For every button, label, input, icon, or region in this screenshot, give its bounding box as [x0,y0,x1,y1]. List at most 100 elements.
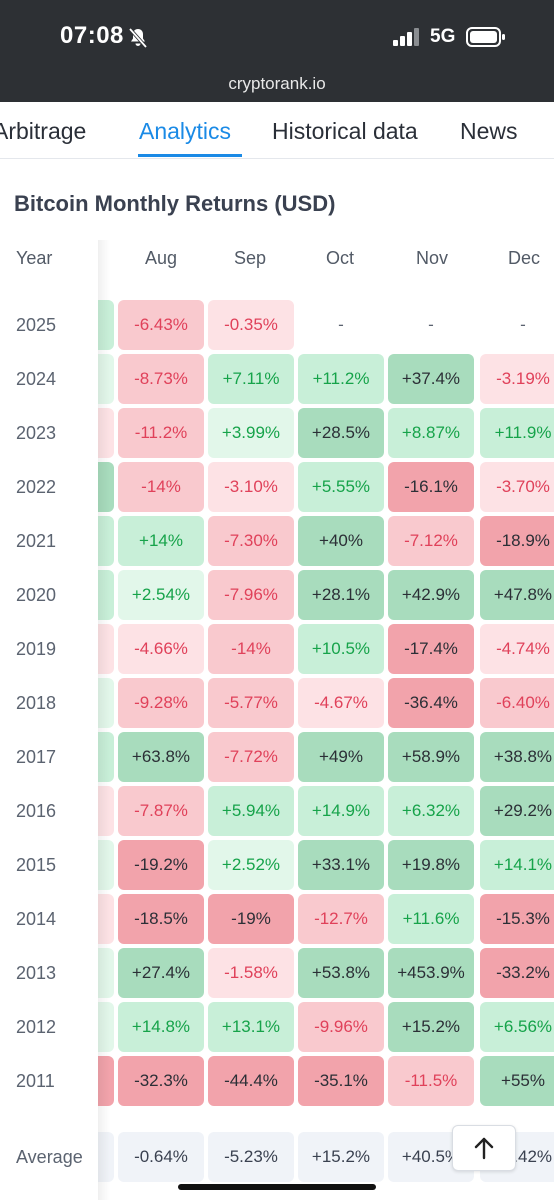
year-label: 2024 [16,369,57,389]
return-cell: -7.87% [118,786,204,836]
bell-slash-icon [128,27,148,49]
return-cell: -33.2% [480,948,554,998]
return-cell: -4.74% [480,624,554,674]
return-cell: -9.96% [298,1002,384,1052]
tab-arbitrage[interactable]: Arbitrage [0,118,87,144]
month-header-aug[interactable]: Aug [144,248,178,268]
return-cell: -18.9% [480,516,554,566]
return-cell: -11.2% [118,408,204,458]
year-label: 2013 [16,963,57,983]
page-title: Bitcoin Monthly Returns (USD) [14,191,336,216]
return-cell: -0.35% [208,300,294,350]
return-cell: +42.9% [388,570,474,620]
return-cell: +6.32% [388,786,474,836]
average-row-label: Average [16,1147,83,1167]
return-cell: -44.4% [208,1056,294,1106]
year-label: 2017 [16,747,57,767]
clipped-cell [98,570,114,620]
return-cell: +27.4% [118,948,204,998]
clipped-cell [98,840,114,890]
clipped-cell [98,948,114,998]
return-cell: +49% [298,732,384,782]
year-label: 2021 [16,531,57,551]
return-cell: -1.58% [208,948,294,998]
home-indicator [178,1184,376,1190]
return-cell: - [520,315,526,334]
year-column-header: Year [16,248,53,268]
clipped-cell [98,678,114,728]
return-cell: +14.1% [480,840,554,890]
year-label: 2018 [16,693,57,713]
return-cell: -4.67% [298,678,384,728]
average-cell: -5.23% [208,1132,294,1182]
return-cell: -12.7% [298,894,384,944]
tab-news[interactable]: News [460,118,518,144]
return-cell: -11.5% [388,1056,474,1106]
clipped-cell [98,354,114,404]
clipped-cell [98,300,114,350]
return-cell: +14.9% [298,786,384,836]
tab-analytics[interactable]: Analytics [139,118,232,144]
return-cell: -16.1% [388,462,474,512]
status-time: 07:08 [60,22,124,49]
signal-icon [393,28,419,46]
month-header-sep[interactable]: Sep [233,248,267,268]
return-cell: +6.56% [480,1002,554,1052]
address-bar-url[interactable]: cryptorank.io [228,74,326,93]
return-cell: -14% [118,462,204,512]
return-cell: +63.8% [118,732,204,782]
return-cell: - [428,315,434,334]
return-cell: -6.43% [118,300,204,350]
return-cell: +5.55% [298,462,384,512]
return-cell: +15.2% [388,1002,474,1052]
return-cell: -19.2% [118,840,204,890]
year-label: 2019 [16,639,57,659]
return-cell: -6.40% [480,678,554,728]
return-cell: -18.5% [118,894,204,944]
active-tab-indicator [138,154,242,157]
year-label: 2012 [16,1017,57,1037]
return-cell: +14.8% [118,1002,204,1052]
clipped-cell [98,516,114,566]
scroll-to-top-button[interactable] [452,1125,516,1171]
return-cell: +29.2% [480,786,554,836]
month-header-oct[interactable]: Oct [325,248,354,268]
return-cell: +11.9% [480,408,554,458]
return-cell: +28.5% [298,408,384,458]
clipped-cell [98,894,114,944]
status-bar: 07:08 5G cryptorank.io [0,0,554,102]
return-cell: -14% [208,624,294,674]
clipped-cell [98,624,114,674]
return-cell: -7.30% [208,516,294,566]
return-cell: +2.52% [208,840,294,890]
year-label: 2022 [16,477,57,497]
clipped-cell [98,1056,114,1106]
return-cell: +3.99% [208,408,294,458]
year-label: 2011 [16,1071,55,1091]
return-cell: -7.96% [208,570,294,620]
clipped-cell [98,1002,114,1052]
return-cell: +58.9% [388,732,474,782]
return-cell: +11.6% [388,894,474,944]
return-cell: -19% [208,894,294,944]
year-label: 2015 [16,855,57,875]
return-cell: +40% [298,516,384,566]
average-cell: -0.64% [118,1132,204,1182]
return-cell: +53.8% [298,948,384,998]
return-cell: -32.3% [118,1056,204,1106]
return-cell: +19.8% [388,840,474,890]
month-header-dec[interactable]: Dec [507,248,540,268]
tab-historical-data[interactable]: Historical data [272,118,418,144]
return-cell: -15.3% [480,894,554,944]
return-cell: - [338,315,344,334]
return-cell: +38.8% [480,732,554,782]
month-header-nov[interactable]: Nov [415,248,448,268]
return-cell: -5.77% [208,678,294,728]
return-cell: +8.87% [388,408,474,458]
return-cell: +10.5% [298,624,384,674]
return-cell: -9.28% [118,678,204,728]
year-label: 2025 [16,315,57,335]
return-cell: +11.2% [298,354,384,404]
return-cell: -17.4% [388,624,474,674]
return-cell: -7.12% [388,516,474,566]
